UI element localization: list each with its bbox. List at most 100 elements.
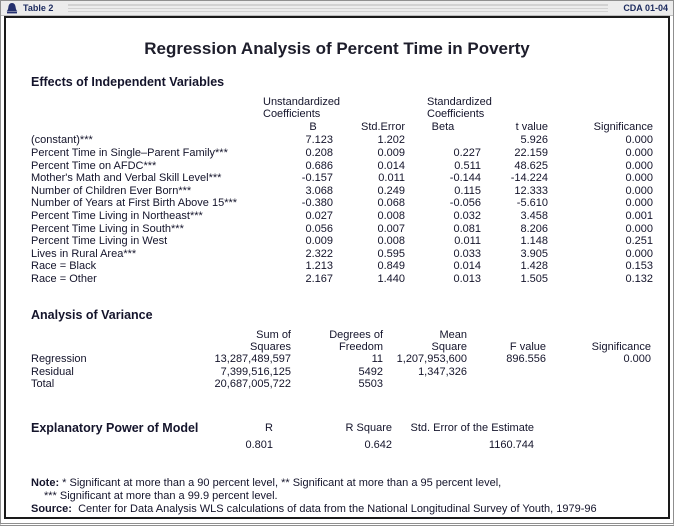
explanatory-power-headers: Explanatory Power of Model R R Square St… (31, 420, 535, 435)
degrees-of-freedom-value: 5492 (358, 365, 383, 378)
effects-table-row: Mother's Math and Verbal Skill Level*** … (31, 172, 653, 185)
col-header-sum-of-squares: Sum of Squares (250, 328, 291, 353)
variable-label: Percent Time Living in Northeast*** (31, 209, 203, 222)
effects-column-headers: B Std.Error Beta t value Significance (31, 121, 653, 134)
titlebar-stripes (68, 3, 609, 13)
t-value: 1.428 (520, 260, 548, 273)
explanatory-power-values: 0.801 0.642 1160.744 (31, 439, 534, 452)
beta-value: 0.227 (453, 147, 481, 159)
std-error-value: 0.014 (377, 159, 405, 172)
beta-value: 0.081 (453, 222, 481, 235)
col-header-significance: Significance (593, 121, 653, 134)
significance-value: 0.000 (625, 172, 653, 185)
anova-significance-value: 0.000 (623, 352, 651, 365)
significance-value: 0.153 (625, 260, 653, 273)
f-value (467, 366, 546, 379)
significance-value: 0.000 (625, 134, 653, 147)
coefficient-group-headers: Unstandardized Coefficients Standardized… (31, 96, 668, 120)
beta-value: -0.144 (449, 172, 481, 185)
t-value: 5.926 (520, 134, 548, 147)
note-line-1: Note: * Significant at more than a 90 pe… (31, 476, 502, 489)
source-line: Source: Center for Data Analysis WLS cal… (31, 502, 597, 515)
significance-value: 0.000 (625, 197, 653, 210)
variable-label: Race = Other (31, 272, 97, 285)
b-value: 2.167 (305, 272, 333, 285)
effects-section-heading: Effects of Independent Variables (31, 75, 225, 89)
variable-label: Percent Time Living in West (31, 235, 168, 248)
variable-label: Percent Time in Single–Parent Family*** (31, 147, 228, 159)
effects-table-row: Percent Time Living in South*** 0.056 0.… (31, 223, 653, 236)
variable-label: Number of Children Ever Born*** (31, 184, 192, 197)
col-header-degrees-of-freedom: Degrees of Freedom (329, 328, 383, 353)
t-value: 3.905 (520, 247, 548, 260)
t-value: 8.206 (520, 222, 548, 235)
window-title: Table 2 (23, 3, 54, 13)
std-error-value: 0.595 (377, 247, 405, 260)
beta-value: 0.032 (453, 209, 481, 222)
anova-significance-value (546, 378, 651, 391)
variable-label: Race = Black (31, 260, 97, 273)
effects-table-row: Number of Years at First Birth Above 15*… (31, 197, 653, 210)
std-error-value: 0.849 (377, 260, 405, 273)
anova-significance-value (546, 366, 651, 379)
significance-value: 0.132 (625, 272, 653, 285)
mean-square-value: 1,207,953,600 (396, 352, 467, 365)
std-error-estimate-value: 1160.744 (488, 438, 534, 451)
col-header-std-error: Std.Error (360, 121, 405, 134)
source-label: Source: (31, 502, 72, 515)
b-value: 7.123 (305, 134, 333, 147)
b-value: 0.208 (305, 147, 333, 159)
variable-label: Number of Years at First Birth Above 15*… (31, 197, 238, 210)
f-value: 896.556 (506, 352, 546, 365)
effects-table-row: Percent Time Living in Northeast*** 0.02… (31, 210, 653, 223)
b-value: -0.157 (301, 172, 333, 185)
anova-table-body: Regression 13,287,489,597 11 1,207,953,6… (31, 353, 668, 391)
std-error-value: 0.011 (378, 172, 405, 185)
t-value: 1.505 (520, 272, 548, 285)
beta-value: 0.011 (454, 235, 481, 248)
col-header-b: B (309, 121, 317, 134)
f-value (467, 378, 546, 391)
beta-value: 0.033 (453, 247, 481, 260)
col-header-r: R (265, 421, 273, 434)
significance-value: 0.000 (625, 247, 653, 260)
variable-label: Mother's Math and Verbal Skill Level*** (31, 172, 222, 185)
beta-value: 0.115 (454, 184, 481, 197)
t-value: 22.159 (514, 147, 548, 159)
note-line-2: *** Significant at more than a 99.9 perc… (44, 489, 278, 502)
mean-square-value (383, 378, 467, 391)
anova-section-heading: Analysis of Variance (31, 307, 153, 322)
sum-of-squares-value: 7,399,516,125 (220, 365, 291, 378)
variable-label: Lives in Rural Area*** (31, 247, 137, 260)
t-value: 48.625 (514, 159, 548, 172)
t-value: 3.458 (520, 209, 548, 222)
page-title: Regression Analysis of Percent Time in P… (144, 39, 530, 58)
col-header-anova-significance: Significance (591, 340, 651, 353)
beta-value: -0.056 (449, 197, 481, 210)
significance-value: 0.000 (625, 184, 653, 197)
std-error-value: 1.202 (377, 134, 405, 147)
effects-table-row: Percent Time on AFDC*** 0.686 0.014 0.51… (31, 160, 653, 173)
table-content: Regression Analysis of Percent Time in P… (4, 16, 670, 519)
b-value: -0.380 (301, 197, 333, 210)
sum-of-squares-value: 13,287,489,597 (214, 352, 291, 365)
beta-value (405, 134, 481, 147)
explanatory-section-heading: Explanatory Power of Model (31, 420, 199, 435)
col-header-std-error-estimate: Std. Error of the Estimate (410, 421, 535, 434)
std-error-value: 0.008 (377, 235, 405, 248)
std-error-value: 1.440 (377, 272, 405, 285)
anova-table-row: Total 20,687,005,722 5503 (31, 378, 651, 391)
footnotes: Note: * Significant at more than a 90 pe… (31, 477, 668, 516)
sum-of-squares-value: 20,687,005,722 (214, 378, 291, 391)
t-value: -14.224 (510, 172, 548, 185)
std-error-value: 0.008 (377, 209, 405, 222)
col-header-r-square: R Square (345, 421, 392, 434)
effects-table-row: Lives in Rural Area*** 2.322 0.595 0.033… (31, 248, 653, 261)
b-value: 1.213 (305, 260, 333, 273)
std-error-value: 0.009 (377, 147, 405, 159)
effects-table-row: Race = Black 1.213 0.849 0.014 1.428 0.1… (31, 260, 653, 273)
variable-label: Percent Time Living in South*** (31, 222, 184, 235)
b-value: 0.686 (305, 159, 333, 172)
effects-table-body: (constant)*** 7.123 1.202 5.926 0.000 Pe… (31, 134, 668, 285)
